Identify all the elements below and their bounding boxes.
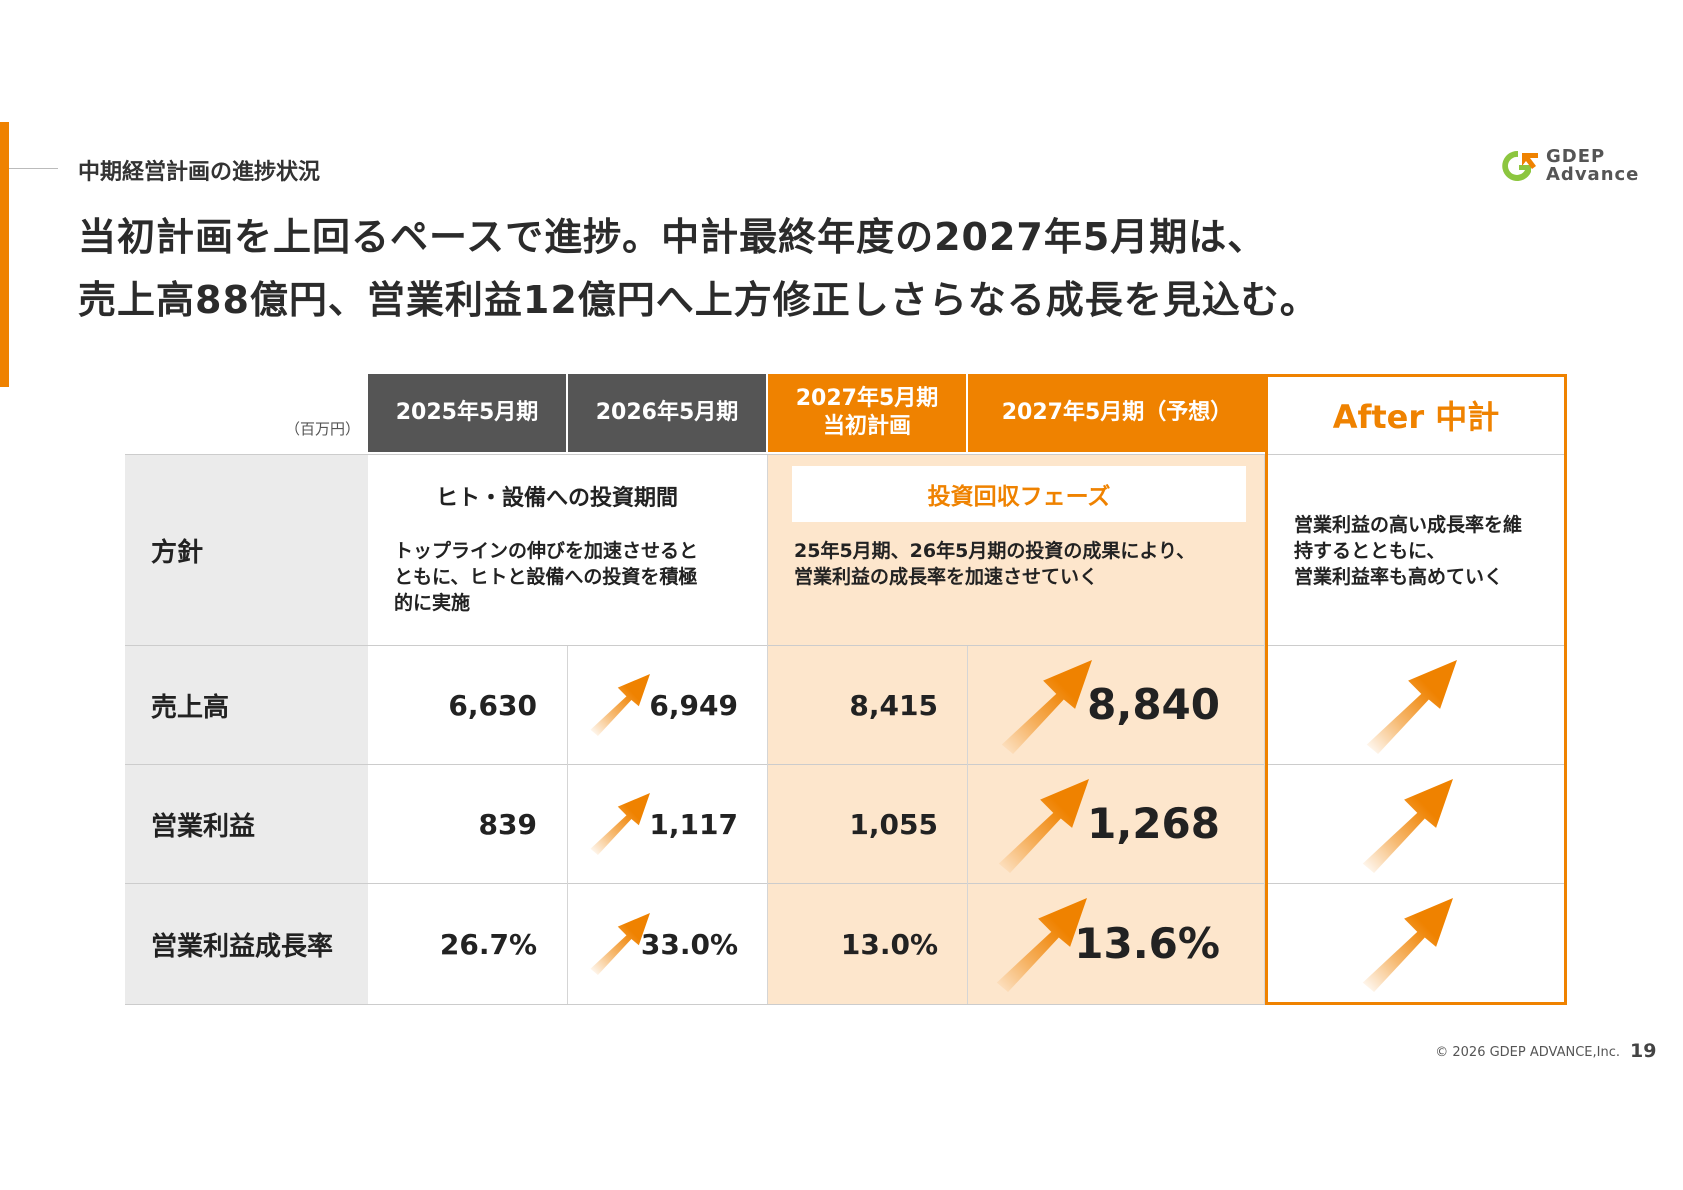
row-label-op-growth-rate: 営業利益成長率	[125, 884, 368, 1005]
up-right-arrow-icon	[590, 913, 650, 975]
op-profit-fy2027-plan-value: 1,055	[849, 808, 938, 841]
recovery-text-line: 営業利益の成長率を加速させていく	[794, 566, 1099, 588]
recovery-phase-text: 25年5月期、26年5月期の投資の成果により、 営業利益の成長率を加速させていく	[794, 538, 1254, 590]
up-right-arrow-icon	[590, 793, 650, 855]
op-profit-fy2027-forecast-value: 1,268	[1087, 799, 1220, 848]
up-right-arrow-icon	[1362, 898, 1453, 992]
headline: 当初計画を上回るペースで進捗。中計最終年度の2027年5月期は、 売上高88億円…	[78, 206, 1538, 332]
up-right-arrow-icon	[590, 674, 650, 736]
company-logo: GDEP Advance	[1500, 148, 1670, 186]
section-title: 中期経営計画の進捗状況	[78, 160, 321, 185]
row-label-operating-profit: 営業利益	[125, 765, 368, 883]
logo-text: GDEP Advance	[1546, 148, 1639, 184]
headline-line-2: 売上高88億円、営業利益12億円へ上方修正しさらなる成長を見込む。	[78, 278, 1319, 322]
col-header-fy2027-forecast: 2027年5月期（予想）	[968, 374, 1266, 452]
col-header-fy2025: 2025年5月期	[368, 374, 566, 452]
grid-line	[125, 454, 1567, 455]
grid-line	[567, 646, 568, 1004]
sales-fy2027-forecast-value: 8,840	[1087, 680, 1220, 729]
up-right-arrow-icon	[1366, 660, 1457, 754]
after-text-line: 持するとともに、	[1294, 540, 1446, 562]
investment-text-line: 的に実施	[394, 592, 471, 614]
growth-fy2027-forecast-value: 13.6%	[1074, 919, 1220, 968]
investment-text-line: ともに、ヒトと設備への投資を積極	[394, 566, 698, 588]
row-label-policy: 方針	[125, 455, 368, 645]
col-header-after: After 中計	[1332, 398, 1500, 436]
up-right-arrow-icon	[998, 779, 1089, 873]
after-text-line: 営業利益の高い成長率を維	[1294, 514, 1523, 536]
after-plan-policy-text: 営業利益の高い成長率を維 持するとともに、 営業利益率も高めていく	[1294, 512, 1554, 590]
col-header-fy2027-plan-line1: 2027年5月期	[795, 386, 939, 411]
sales-fy2025-value: 6,630	[448, 689, 537, 722]
gdep-logo-mark-icon	[1502, 150, 1538, 181]
row-label-sales: 売上高	[125, 646, 368, 764]
growth-fy2025-value: 26.7%	[439, 928, 537, 961]
grid-line	[125, 645, 1567, 646]
after-text-line: 営業利益率も高めていく	[1294, 566, 1504, 588]
grid-line	[967, 646, 968, 1004]
grid-line	[125, 1004, 1567, 1005]
logo-text-line2: Advance	[1546, 164, 1640, 185]
left-accent-bar	[0, 122, 9, 387]
col-header-fy2026: 2026年5月期	[568, 374, 766, 452]
grid-line	[1264, 455, 1265, 1004]
investment-text-line: トップラインの伸びを加速させると	[394, 540, 699, 562]
investment-period-heading: ヒト・設備への投資期間	[436, 486, 679, 511]
grid-line	[125, 764, 1567, 765]
up-right-arrow-icon	[1362, 779, 1453, 873]
headline-line-1: 当初計画を上回るペースで進捗。中計最終年度の2027年5月期は、	[78, 215, 1267, 259]
up-right-arrow-icon	[996, 898, 1087, 992]
fy2027-highlight-area	[768, 455, 1265, 1005]
recovery-phase-box: 投資回収フェーズ	[792, 466, 1246, 522]
copyright: © 2026 GDEP ADVANCE,Inc.	[1435, 1045, 1620, 1060]
col-header-fy2027-plan: 2027年5月期 当初計画	[768, 374, 966, 452]
col-header-fy2027-plan-line2: 当初計画	[822, 414, 911, 439]
recovery-text-line: 25年5月期、26年5月期の投資の成果により、	[794, 540, 1196, 562]
investment-period-text: トップラインの伸びを加速させると ともに、ヒトと設備への投資を積極 的に実施	[394, 538, 754, 616]
logo-text-line1: GDEP	[1546, 146, 1606, 167]
up-right-arrow-icon	[1001, 660, 1092, 754]
op-profit-fy2025-value: 839	[478, 808, 537, 841]
section-rule	[9, 168, 58, 169]
grid-line	[767, 455, 768, 1004]
unit-label: （百万円）	[284, 420, 360, 438]
growth-fy2026-value: 33.0%	[640, 928, 738, 961]
page-number: 19	[1630, 1040, 1657, 1062]
sales-fy2026-value: 6,949	[649, 689, 738, 722]
op-profit-fy2026-value: 1,117	[649, 808, 738, 841]
sales-fy2027-plan-value: 8,415	[849, 689, 938, 722]
growth-fy2027-plan-value: 13.0%	[840, 928, 938, 961]
grid-line	[125, 883, 1567, 884]
after-plan-frame	[1265, 374, 1567, 1005]
